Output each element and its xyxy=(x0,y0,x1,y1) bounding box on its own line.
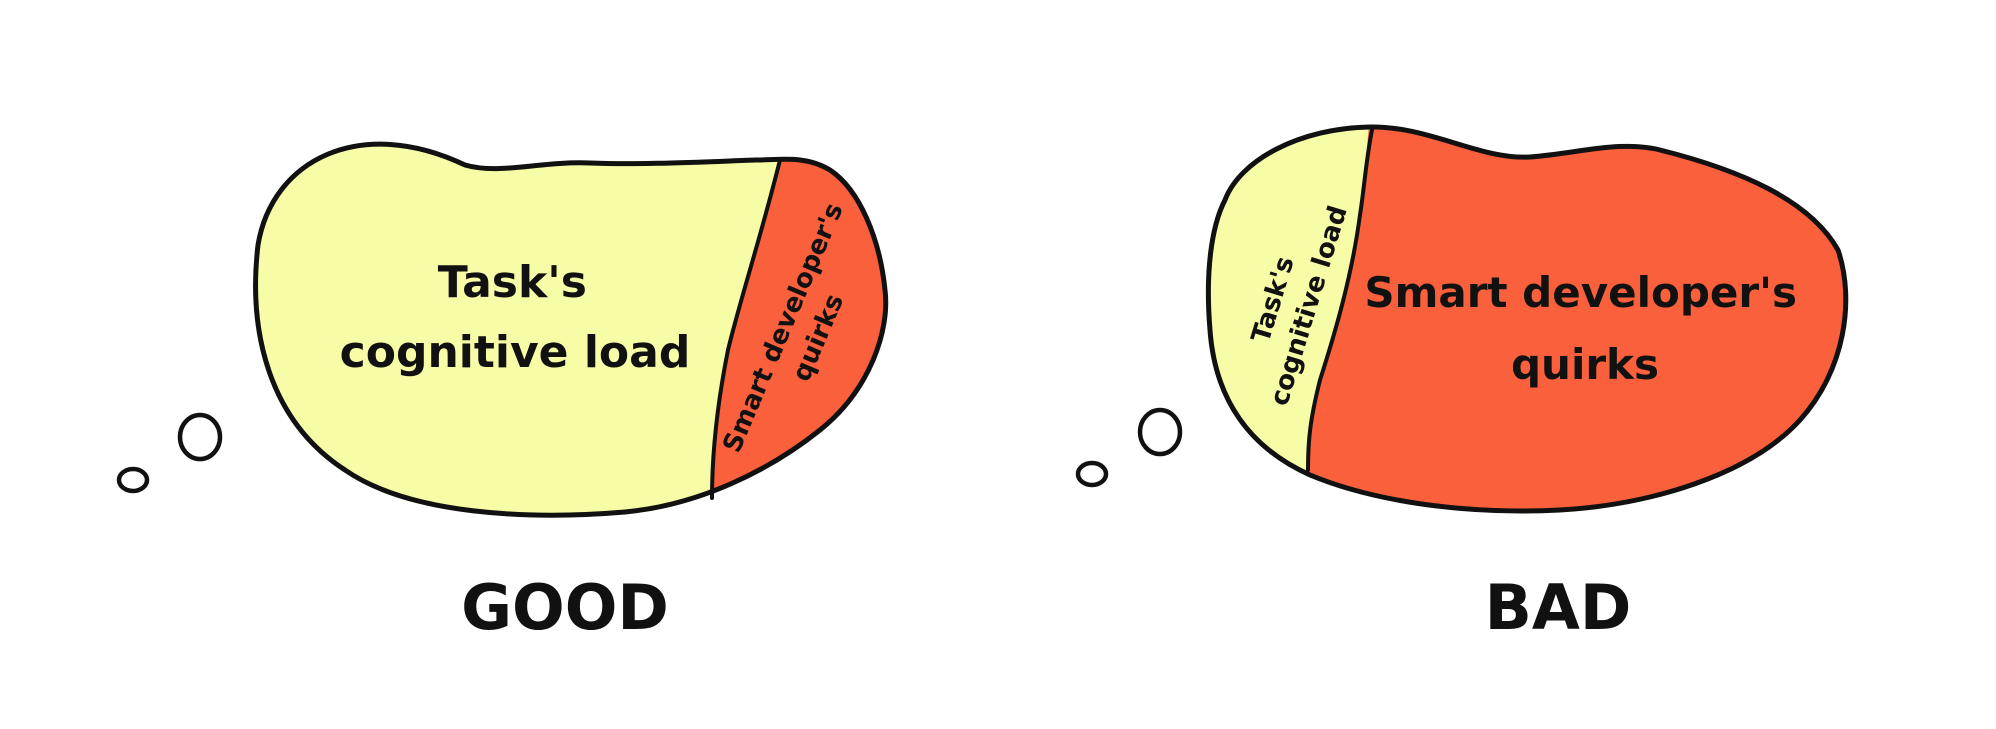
good-thought-bubble-large xyxy=(177,412,223,462)
bad-thought-bubble-small xyxy=(1075,460,1109,488)
bad-thought-cloud: Task's cognitive load Smart developer's … xyxy=(1075,100,1890,550)
good-quirks-region xyxy=(712,144,886,516)
good-thought-bubble-small xyxy=(116,466,150,494)
bad-quirks-label: Smart developer's quirks xyxy=(1364,268,1811,389)
good-task-label: Task's cognitive load xyxy=(340,257,691,378)
bad-caption: BAD xyxy=(1485,571,1632,644)
bad-region-divider xyxy=(1306,128,1374,472)
good-region-divider xyxy=(710,158,782,500)
good-caption: GOOD xyxy=(461,571,669,644)
bad-thought-bubble-large xyxy=(1137,407,1183,457)
good-thought-cloud: Task's cognitive load Smart developer's … xyxy=(116,100,950,560)
